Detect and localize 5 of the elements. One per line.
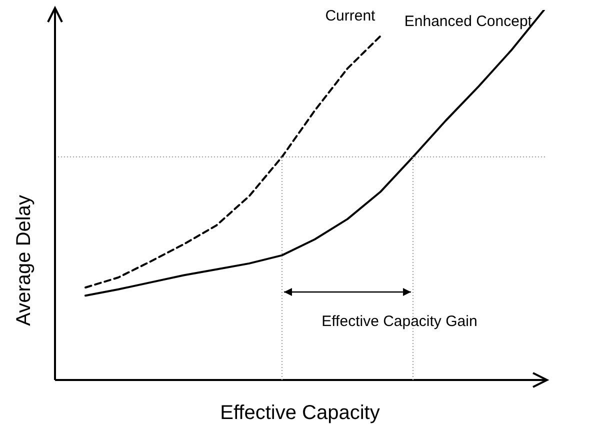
y-axis-title: Average Delay <box>13 195 36 326</box>
series-label: Enhanced Concept <box>404 13 533 30</box>
annotation: Effective Capacity Gain <box>322 313 478 330</box>
series-label: Current <box>325 7 376 24</box>
x-axis-title: Effective Capacity <box>220 402 380 424</box>
